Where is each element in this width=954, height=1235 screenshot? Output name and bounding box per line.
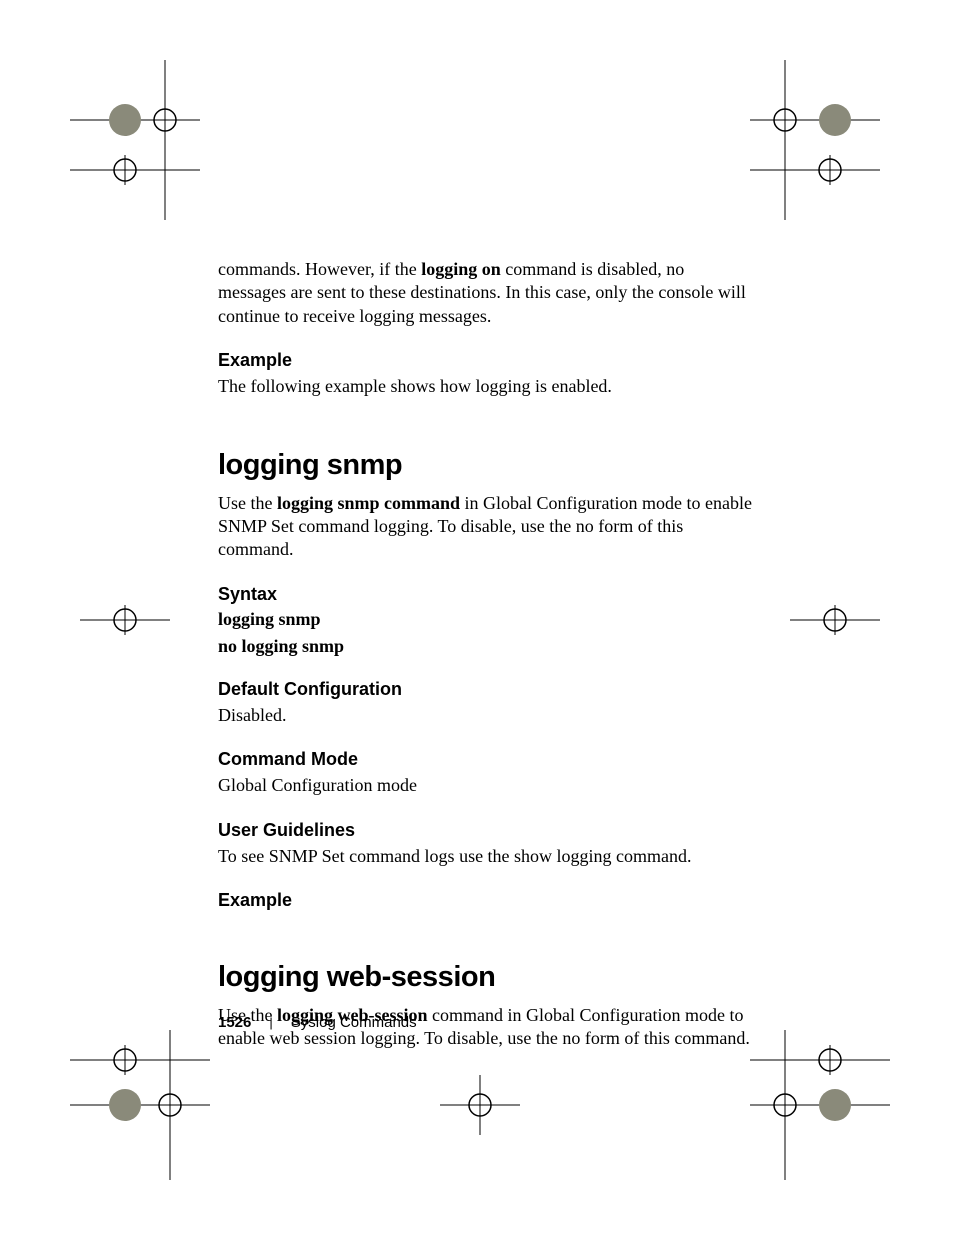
page-footer: 1526 | Syslog Commands: [218, 1014, 417, 1031]
snmp-intro: Use the logging snmp command in Global C…: [218, 492, 754, 562]
crop-mark-mid-right: [790, 590, 880, 650]
default-config-heading: Default Configuration: [218, 679, 754, 700]
crop-mark-top-right: [750, 60, 880, 220]
command-mode-heading: Command Mode: [218, 749, 754, 770]
page: commands. However, if the logging on com…: [0, 0, 954, 1235]
crop-mark-bottom-center: [440, 1075, 520, 1135]
snmp-intro-pre: Use the: [218, 493, 277, 513]
crop-mark-mid-left: [80, 590, 170, 650]
websession-title: logging web-session: [218, 961, 754, 994]
snmp-title: logging snmp: [218, 449, 754, 482]
default-config-text: Disabled.: [218, 704, 754, 727]
command-mode-text: Global Configuration mode: [218, 774, 754, 797]
intro-text-pre: commands. However, if the: [218, 259, 421, 279]
intro-bold: logging on: [421, 259, 501, 279]
example2-heading: Example: [218, 890, 754, 911]
intro-paragraph: commands. However, if the logging on com…: [218, 258, 754, 328]
footer-separator: |: [269, 1015, 272, 1030]
snmp-intro-bold: logging snmp command: [277, 493, 460, 513]
syntax-line-2: no logging snmp: [218, 636, 754, 657]
page-number: 1526: [218, 1014, 251, 1031]
syntax-heading: Syntax: [218, 584, 754, 605]
crop-mark-top-left: [70, 60, 200, 220]
example1-heading: Example: [218, 350, 754, 371]
example1-text: The following example shows how logging …: [218, 375, 754, 398]
user-guidelines-text: To see SNMP Set command logs use the sho…: [218, 845, 754, 868]
crop-mark-bottom-left: [70, 1030, 210, 1180]
page-content: commands. However, if the logging on com…: [218, 258, 754, 1055]
user-guidelines-heading: User Guidelines: [218, 820, 754, 841]
syntax-line-1: logging snmp: [218, 609, 754, 630]
chapter-name: Syslog Commands: [291, 1014, 417, 1031]
crop-mark-bottom-right: [750, 1030, 890, 1180]
